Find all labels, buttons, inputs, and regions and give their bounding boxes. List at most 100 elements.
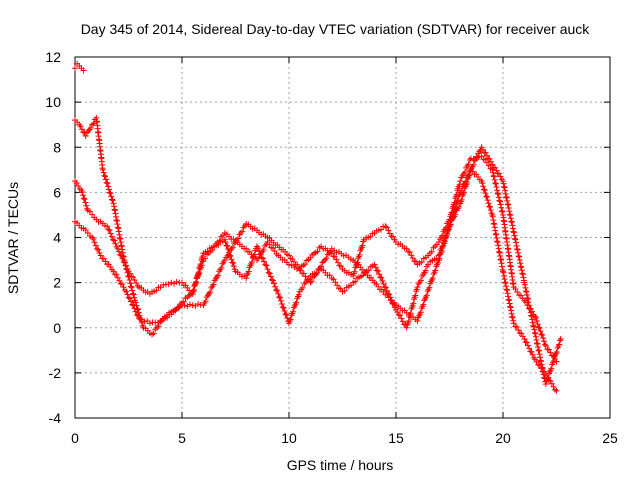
x-tick-label: 15 [388, 430, 404, 446]
x-tick-label: 25 [602, 430, 618, 446]
data-point [524, 295, 531, 302]
data-point [539, 364, 546, 371]
y-tick-label: -4 [49, 410, 62, 426]
data-point [106, 227, 113, 234]
data-point [537, 357, 544, 364]
data-point [510, 228, 517, 235]
data-point [231, 240, 238, 247]
data-point [128, 284, 135, 291]
data-point [545, 346, 552, 353]
data-point [485, 200, 492, 207]
data-point [115, 248, 122, 255]
data-point [418, 259, 425, 266]
data-point [367, 233, 374, 240]
data-point [224, 242, 231, 249]
data-point [248, 259, 255, 266]
data-point [379, 277, 386, 284]
data-point [508, 307, 515, 314]
data-point [521, 336, 528, 343]
data-point [120, 284, 127, 291]
data-point [251, 251, 258, 258]
data-point [129, 290, 136, 297]
data-point [337, 263, 344, 270]
data-point [397, 312, 404, 319]
data-point [91, 239, 98, 246]
data-point [165, 281, 172, 288]
data-point [510, 320, 517, 327]
data-point [371, 261, 378, 268]
data-point [89, 121, 96, 128]
data-point [302, 261, 309, 268]
data-point [111, 271, 118, 278]
data-point [180, 298, 187, 305]
data-point [138, 316, 145, 323]
data-point [101, 172, 108, 179]
data-point [114, 245, 121, 252]
data-point [542, 342, 549, 349]
data-point [553, 348, 560, 355]
data-point [122, 262, 129, 269]
data-point [527, 309, 534, 316]
data-point [372, 264, 379, 271]
data-point [449, 214, 456, 221]
data-point [110, 268, 117, 275]
data-point [519, 270, 526, 277]
data-point [541, 338, 548, 345]
data-point [131, 294, 138, 301]
data-point [502, 190, 509, 197]
data-point [128, 298, 135, 305]
data-point [521, 281, 528, 288]
data-point [198, 262, 205, 269]
data-point [508, 219, 515, 226]
data-point [452, 204, 459, 211]
data-point [105, 183, 112, 190]
data-point [515, 253, 522, 260]
data-point [99, 166, 106, 173]
data-point [277, 297, 284, 304]
data-point [401, 321, 408, 328]
data-point [127, 280, 134, 287]
data-point [189, 302, 196, 309]
data-point [509, 313, 516, 320]
data-point [487, 158, 494, 165]
data-point [507, 215, 514, 222]
data-point [330, 253, 337, 260]
data-point [406, 249, 413, 256]
data-point [512, 236, 519, 243]
data-point [491, 164, 498, 171]
data-point [438, 248, 445, 255]
data-point [138, 319, 145, 326]
data-point [495, 191, 502, 198]
data-point [536, 351, 543, 358]
data-point [125, 272, 132, 279]
data-point [479, 146, 486, 153]
y-tick-label: 4 [53, 230, 61, 246]
data-point [556, 341, 563, 348]
data-point [417, 277, 424, 284]
data-point [509, 314, 516, 321]
data-point [172, 307, 179, 314]
data-point [307, 279, 314, 286]
data-point [519, 271, 526, 278]
data-point [116, 277, 123, 284]
data-point [266, 270, 273, 277]
data-point [532, 330, 539, 337]
data-point [283, 311, 290, 318]
data-point [522, 284, 529, 291]
data-point [489, 161, 496, 168]
data-point [512, 235, 519, 242]
x-tick-label: 5 [178, 430, 186, 446]
data-point [428, 248, 435, 255]
data-point [237, 229, 244, 236]
data-point [256, 248, 263, 255]
data-point [556, 337, 563, 344]
data-point [403, 324, 410, 331]
data-point [522, 288, 529, 295]
data-point [500, 269, 507, 276]
data-point [538, 358, 545, 365]
data-point [518, 264, 525, 271]
data-point [501, 276, 508, 283]
data-point [319, 259, 326, 266]
data-point [80, 192, 87, 199]
data-point [496, 197, 503, 204]
